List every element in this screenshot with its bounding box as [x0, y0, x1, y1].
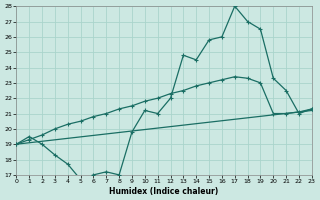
X-axis label: Humidex (Indice chaleur): Humidex (Indice chaleur): [109, 187, 219, 196]
